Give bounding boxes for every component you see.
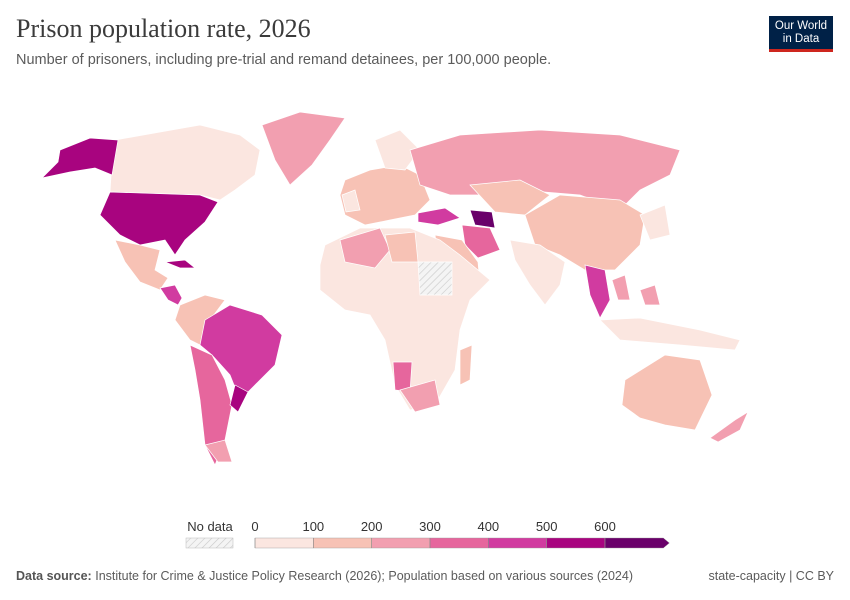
source-label: Data source: xyxy=(16,569,92,583)
country xyxy=(40,137,119,179)
legend-bin xyxy=(546,537,606,549)
logo-text: in Data xyxy=(782,33,820,45)
country xyxy=(469,179,551,216)
country xyxy=(709,411,749,443)
legend-tick-label: 300 xyxy=(419,519,441,534)
country xyxy=(99,191,219,256)
country xyxy=(621,354,713,431)
subtitle: Number of prisoners, including pre-trial… xyxy=(16,52,552,68)
country xyxy=(469,209,496,229)
map: No data 0 100 200 300 400 500 600 xyxy=(40,111,749,549)
license[interactable]: state-capacity | CC BY xyxy=(708,569,834,583)
country xyxy=(261,111,346,186)
title: Prison population rate, 2026 xyxy=(16,14,311,43)
logo-text: Our World xyxy=(774,20,828,32)
country xyxy=(114,239,169,291)
footer: Data source: Institute for Crime & Justi… xyxy=(16,569,834,583)
country xyxy=(639,284,661,306)
legend-tick-label: 500 xyxy=(536,519,558,534)
country xyxy=(164,259,196,269)
country xyxy=(509,239,566,306)
legend: No data 0 100 200 300 400 500 600 xyxy=(185,519,670,549)
legend-swatch xyxy=(185,537,234,549)
country xyxy=(417,207,461,226)
country xyxy=(639,204,671,241)
country xyxy=(399,379,441,413)
legend-bin xyxy=(313,537,372,549)
country xyxy=(584,264,611,319)
legend-tick-label: 0 xyxy=(251,519,258,534)
country xyxy=(109,124,261,201)
legend-bin xyxy=(488,537,547,549)
country xyxy=(229,384,249,413)
legend-label: No data xyxy=(187,519,233,534)
country xyxy=(611,274,631,301)
country xyxy=(199,304,283,401)
legend-bin xyxy=(254,537,314,549)
source: Institute for Crime & Justice Policy Res… xyxy=(95,569,633,583)
legend-bin xyxy=(429,537,489,549)
legend-tick-label: 400 xyxy=(477,519,499,534)
country xyxy=(459,344,473,386)
country xyxy=(341,189,361,213)
logo[interactable]: Our World in Data xyxy=(769,16,833,52)
country xyxy=(599,317,741,351)
country xyxy=(159,284,183,306)
legend-tick-label: 200 xyxy=(361,519,383,534)
country xyxy=(461,224,501,259)
legend-tick-label: 600 xyxy=(594,519,616,534)
legend-bin xyxy=(371,537,431,549)
country xyxy=(339,227,391,269)
country xyxy=(204,439,233,463)
no-data-region xyxy=(417,261,453,296)
legend-tick-label: 100 xyxy=(302,519,324,534)
countries xyxy=(40,111,749,466)
legend-bin xyxy=(604,537,670,549)
